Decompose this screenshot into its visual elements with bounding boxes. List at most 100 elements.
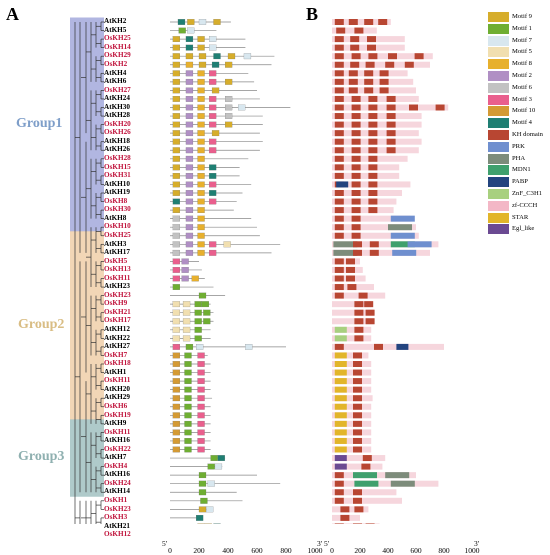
motif-box [198, 113, 205, 119]
axis-5prime-label: 5' [162, 539, 167, 548]
motif-box [173, 147, 180, 153]
motif-box [209, 165, 216, 171]
motif-box [173, 53, 180, 59]
legend-swatch [488, 177, 509, 187]
motif-box [198, 96, 205, 102]
motif-box [224, 242, 231, 248]
motif-box [186, 53, 193, 59]
domain-box [335, 173, 344, 179]
motif-box [185, 387, 192, 393]
motif-box [198, 395, 205, 401]
motif-box [173, 62, 180, 68]
legend-swatch [488, 47, 509, 57]
domain-box [392, 250, 416, 256]
domain-box [353, 498, 362, 504]
legend-label: Motif 5 [512, 47, 532, 57]
domain-box [335, 361, 347, 367]
domain-box [352, 96, 361, 102]
motif-box [198, 413, 205, 419]
domain-box [335, 472, 344, 478]
figure-canvas [0, 0, 550, 524]
motif-box [199, 293, 206, 299]
domain-box [335, 190, 344, 196]
domain-box [349, 70, 358, 76]
domain-box [387, 122, 396, 128]
motif-box [173, 233, 180, 239]
motif-box [173, 267, 180, 273]
domain-box [368, 139, 377, 145]
motif-box [225, 122, 232, 128]
motif-box [186, 216, 193, 222]
legend-swatch [488, 154, 509, 164]
motif-box [198, 224, 205, 230]
domain-box [335, 276, 344, 282]
domain-box [335, 45, 344, 51]
domain-box [364, 70, 373, 76]
motif-box [173, 259, 180, 265]
legend-label: zf-CCCH [512, 201, 537, 211]
motif-box [206, 507, 213, 513]
domain-box [346, 276, 355, 282]
motif-box [186, 190, 193, 196]
motif-box [173, 139, 180, 145]
domain-box [353, 404, 362, 410]
motif-box [208, 481, 215, 487]
domain-box [353, 472, 377, 478]
motif-box [187, 28, 194, 34]
domain-box [368, 181, 377, 187]
domain-box [363, 455, 372, 461]
domain-box [335, 62, 344, 68]
legend-swatch [488, 213, 509, 223]
legend-label: Egl_like [512, 224, 534, 234]
domain-box [335, 156, 344, 162]
domain-box [391, 233, 415, 239]
domain-box [415, 53, 424, 59]
legend-label: MDN1 [512, 165, 531, 175]
legend-swatch [488, 201, 509, 211]
motif-box [209, 105, 216, 111]
domain-box [335, 498, 344, 504]
domain-box [335, 96, 344, 102]
motif-box [173, 344, 180, 350]
motif-box [186, 105, 193, 111]
domain-box [352, 130, 361, 136]
motif-box [186, 207, 193, 213]
motif-box [209, 173, 216, 179]
motif-box [196, 515, 203, 521]
domain-box [354, 327, 363, 333]
domain-box [353, 250, 362, 256]
motif-box [186, 250, 193, 256]
legend-label: Motif 1 [512, 24, 532, 34]
domain-box [368, 190, 377, 196]
motif-box [198, 242, 205, 248]
motif-box [183, 336, 190, 342]
motif-box [186, 36, 193, 42]
motif-box [173, 71, 180, 77]
domain-box [352, 224, 361, 230]
domain-box [335, 105, 344, 111]
motif-box [185, 370, 192, 376]
domain-box [353, 489, 362, 495]
motif-box [173, 36, 180, 42]
domain-box [352, 216, 361, 222]
motif-box [173, 242, 180, 248]
domain-box [391, 481, 415, 487]
motif-box [173, 79, 180, 85]
domain-box [380, 70, 389, 76]
motif-box [186, 88, 193, 94]
motif-box [209, 242, 216, 248]
domain-box [361, 464, 370, 470]
domain-box [353, 352, 362, 358]
domain-box [335, 87, 344, 93]
motif-box [198, 105, 205, 111]
motif-box [212, 62, 219, 68]
motif-box [173, 361, 180, 367]
domain-box [368, 173, 377, 179]
motif-box [195, 310, 202, 316]
domain-box [340, 515, 349, 521]
axis-5prime-label: 5' [324, 539, 329, 548]
legend-label: Motif 4 [512, 118, 532, 128]
domain-box [387, 147, 396, 153]
domain-box [387, 96, 396, 102]
domain-box [368, 147, 377, 153]
